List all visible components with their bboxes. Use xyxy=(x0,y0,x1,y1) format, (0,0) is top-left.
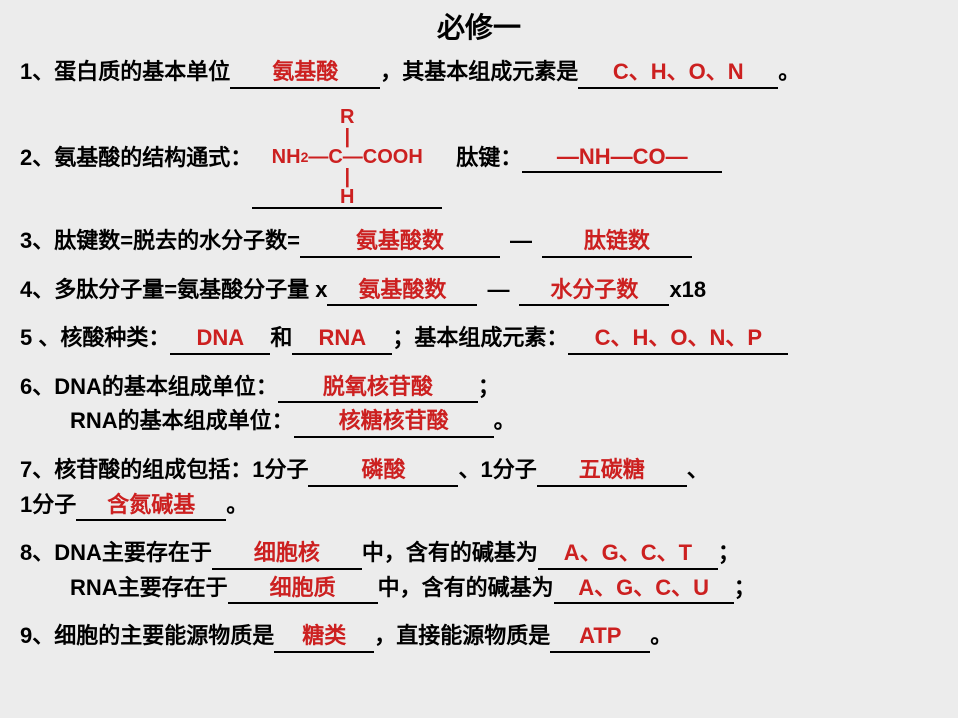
q5-text1: 5 、核酸种类： xyxy=(20,324,170,353)
q4-answer2: 水分子数 xyxy=(519,276,669,307)
q9-text2: ，直接能源物质是 xyxy=(374,622,550,651)
q2-formula: R | NH2—C—COOH | H xyxy=(252,107,442,209)
q1-answer2: C、H、O、N xyxy=(578,58,778,89)
q5-text3: ；基本组成元素： xyxy=(392,324,568,353)
q1-text2: ，其基本组成元素是 xyxy=(380,58,578,87)
q5-answer2: RNA xyxy=(292,324,392,355)
q7-text2: 、1分子 xyxy=(458,456,536,485)
q3-answer2: 肽链数 xyxy=(542,227,692,258)
formula-left: NH xyxy=(272,147,301,167)
q8-answer4: A、G、C、U xyxy=(554,574,734,605)
q6-answer2: 核糖核苷酸 xyxy=(294,407,494,438)
q8-text1: 8、DNA主要存在于 xyxy=(20,539,212,568)
q3-text2: — xyxy=(500,227,542,256)
question-9: 9、细胞的主要能源物质是 糖类 ，直接能源物质是 ATP 。 xyxy=(20,622,938,653)
q7-text5: 。 xyxy=(226,491,248,520)
q4-answer1: 氨基酸数 xyxy=(327,276,477,307)
q7-answer2: 五碳糖 xyxy=(537,456,687,487)
formula-left-sub: 2 xyxy=(301,150,309,164)
q7-text4: 1分子 xyxy=(20,491,76,520)
q6-answer1: 脱氧核苷酸 xyxy=(278,373,478,404)
q5-text2: 和 xyxy=(270,324,292,353)
q6-text4: 。 xyxy=(494,407,516,436)
q2-answer2: —NH—CO— xyxy=(522,143,722,174)
page-title: 必修一 xyxy=(20,10,938,46)
q7-text3: 、 xyxy=(687,456,709,485)
q4-text3: x18 xyxy=(669,276,706,305)
question-1: 1、蛋白质的基本单位 氨基酸 ，其基本组成元素是 C、H、O、N 。 xyxy=(20,58,938,89)
question-4: 4、多肽分子量=氨基酸分子量 x 氨基酸数 — 水分子数 x18 xyxy=(20,276,938,307)
q8-answer3: 细胞质 xyxy=(228,574,378,605)
q2-text1: 2、氨基酸的结构通式： xyxy=(20,144,252,173)
question-2: 2、氨基酸的结构通式： R | NH2—C—COOH | H 肽键： —NH—C… xyxy=(20,107,938,209)
q7-answer1: 磷酸 xyxy=(308,456,458,487)
formula-bond1: | xyxy=(344,127,350,147)
q6-text3: RNA的基本组成单位： xyxy=(70,407,294,436)
formula-bond2: | xyxy=(344,167,350,187)
question-8a: 8、DNA主要存在于 细胞核 中，含有的碱基为 A、G、C、T ； xyxy=(20,539,938,570)
q1-text3: 。 xyxy=(778,58,800,87)
q8-text2: 中，含有的碱基为 xyxy=(362,539,538,568)
q9-text3: 。 xyxy=(650,622,672,651)
formula-bottom: H xyxy=(340,187,354,207)
question-7b: 1分子 含氮碱基 。 xyxy=(20,491,938,522)
q7-text1: 7、核苷酸的组成包括：1分子 xyxy=(20,456,308,485)
q6-text1: 6、DNA的基本组成单位： xyxy=(20,373,278,402)
q8-text4: RNA主要存在于 xyxy=(70,574,228,603)
q8-answer1: 细胞核 xyxy=(212,539,362,570)
q7-answer3: 含氮碱基 xyxy=(76,491,226,522)
q2-text2: 肽键： xyxy=(456,144,522,173)
q6-text2: ； xyxy=(478,373,500,402)
question-5: 5 、核酸种类： DNA 和 RNA ；基本组成元素： C、H、O、N、P xyxy=(20,324,938,355)
q3-text1: 3、肽键数=脱去的水分子数= xyxy=(20,227,300,256)
q8-answer2: A、G、C、T xyxy=(538,539,718,570)
q8-text3: ； xyxy=(718,539,740,568)
formula-top: R xyxy=(340,107,354,127)
question-3: 3、肽键数=脱去的水分子数= 氨基酸数 — 肽链数 xyxy=(20,227,938,258)
formula-mid: —C—COOH xyxy=(308,147,422,167)
q8-text6: ； xyxy=(734,574,756,603)
question-8b: RNA主要存在于 细胞质 中，含有的碱基为 A、G、C、U ； xyxy=(70,574,938,605)
question-6a: 6、DNA的基本组成单位： 脱氧核苷酸 ； xyxy=(20,373,938,404)
q9-answer2: ATP xyxy=(550,622,650,653)
q1-text1: 1、蛋白质的基本单位 xyxy=(20,58,230,87)
question-6b: RNA的基本组成单位： 核糖核苷酸 。 xyxy=(70,407,938,438)
q4-text2: — xyxy=(477,276,519,305)
q5-answer1: DNA xyxy=(170,324,270,355)
q3-answer1: 氨基酸数 xyxy=(300,227,500,258)
q8-text5: 中，含有的碱基为 xyxy=(378,574,554,603)
q1-answer1: 氨基酸 xyxy=(230,58,380,89)
q5-answer3: C、H、O、N、P xyxy=(568,324,788,355)
q9-text1: 9、细胞的主要能源物质是 xyxy=(20,622,274,651)
question-7a: 7、核苷酸的组成包括：1分子 磷酸 、1分子 五碳糖 、 xyxy=(20,456,938,487)
q9-answer1: 糖类 xyxy=(274,622,374,653)
q4-text1: 4、多肽分子量=氨基酸分子量 x xyxy=(20,276,327,305)
